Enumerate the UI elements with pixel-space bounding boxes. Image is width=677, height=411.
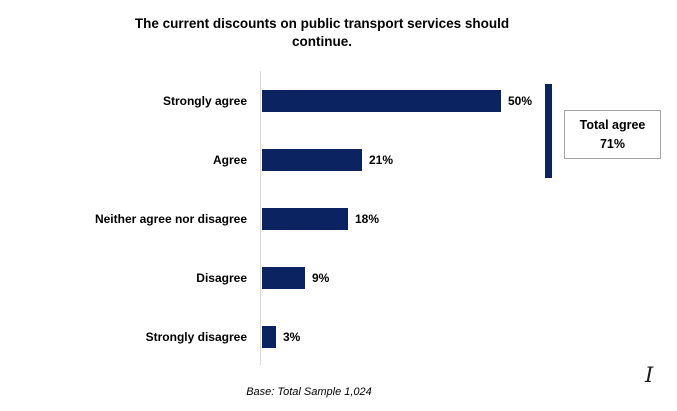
chart-title: The current discounts on public transpor… [122, 15, 522, 51]
total-agree-box: Total agree 71% [564, 110, 661, 159]
total-agree-bracket-bar [545, 84, 552, 178]
bar-neither [262, 208, 348, 230]
bar-disagree [262, 267, 305, 289]
category-label: Strongly disagree [145, 330, 247, 344]
bar-row-disagree: Disagree 9% [0, 267, 560, 289]
category-label: Disagree [196, 271, 247, 285]
bar-row-neither: Neither agree nor disagree 18% [0, 208, 560, 230]
text-cursor-ibeam: I [645, 363, 654, 387]
bar-row-strongly-disagree: Strongly disagree 3% [0, 326, 560, 348]
bar-strongly-agree [262, 90, 501, 112]
value-label: 50% [508, 94, 533, 108]
total-agree-label: Total agree [579, 117, 646, 132]
y-axis-line [260, 71, 261, 365]
category-label: Neither agree nor disagree [94, 212, 247, 226]
category-label: Strongly agree [162, 94, 247, 108]
bar-agree [262, 149, 362, 171]
category-label: Agree [212, 153, 247, 167]
value-label: 18% [355, 212, 380, 226]
value-label: 3% [283, 330, 301, 344]
value-label: 9% [312, 271, 330, 285]
chart-title-line1: The current discounts on public transpor… [134, 16, 510, 31]
bar-strongly-disagree [262, 326, 276, 348]
bar-row-strongly-agree: Strongly agree 50% [0, 90, 560, 112]
bar-row-agree: Agree 21% [0, 149, 560, 171]
chart-title-line2: continue. [292, 34, 352, 49]
base-note: Base: Total Sample 1,024 [246, 386, 372, 398]
value-label: 21% [369, 153, 394, 167]
total-agree-value: 71% [599, 136, 626, 151]
